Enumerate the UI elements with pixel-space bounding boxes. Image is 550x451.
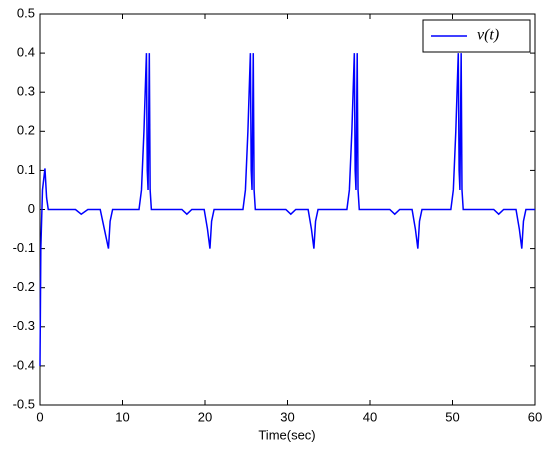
y-tick-label: 0 (28, 201, 35, 216)
legend-label: v(t) (477, 27, 499, 44)
x-tick-label: 0 (36, 409, 43, 424)
data-line (39, 53, 535, 366)
x-axis-label: Time(sec) (258, 427, 315, 442)
y-tick-label: -0.5 (13, 396, 35, 411)
x-tick-label: 50 (445, 409, 459, 424)
y-tick-label: 0.3 (17, 84, 35, 99)
y-tick-label: -0.3 (13, 318, 35, 333)
y-tick-label: 0.2 (17, 123, 35, 138)
y-tick-label: 0.5 (17, 5, 35, 20)
y-tick-label: -0.2 (13, 279, 35, 294)
y-tick-label: 0.4 (17, 45, 35, 60)
y-tick-label: -0.1 (13, 240, 35, 255)
x-tick-label: 30 (280, 409, 294, 424)
x-tick-label: 10 (115, 409, 129, 424)
y-tick-label: -0.4 (13, 357, 35, 372)
y-tick-label: 0.1 (17, 162, 35, 177)
x-tick-label: 60 (528, 409, 542, 424)
x-tick-label: 40 (363, 409, 377, 424)
x-tick-label: 20 (198, 409, 212, 424)
